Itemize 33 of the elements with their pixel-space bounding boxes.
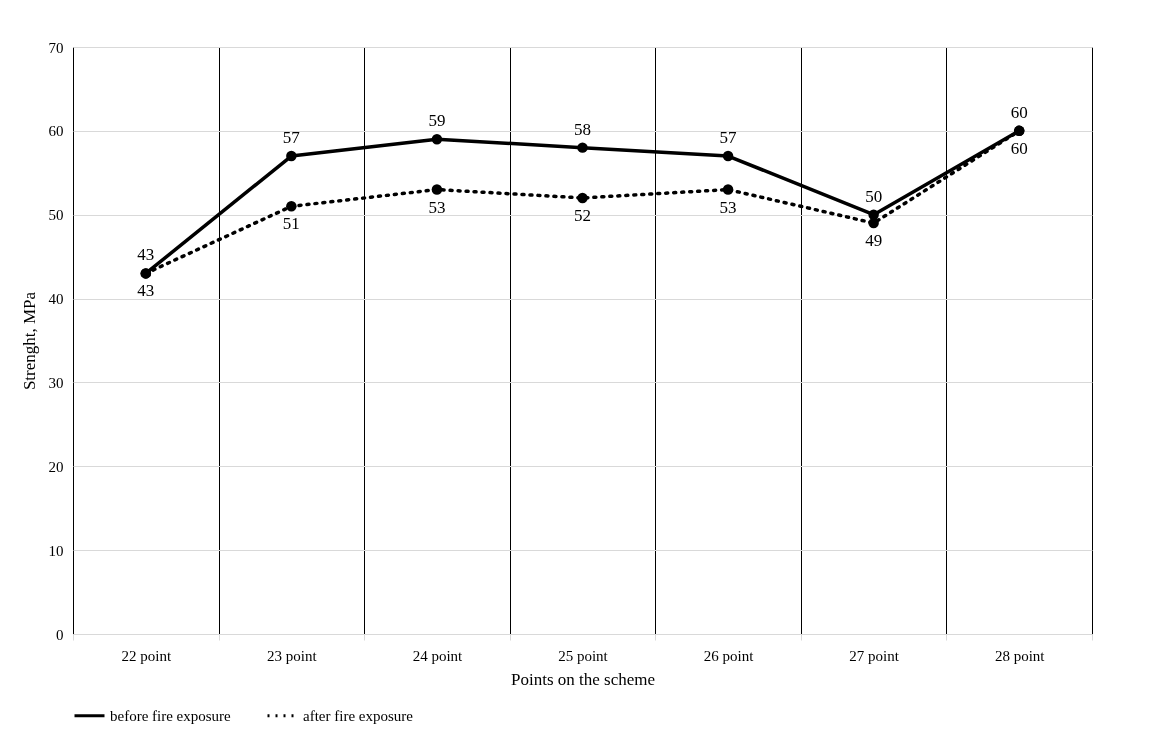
legend-label: after fire exposure: [303, 707, 414, 724]
y-tick-label: 40: [48, 291, 64, 308]
x-tick-label: 25 point: [558, 647, 609, 664]
x-tick-label: 28 point: [994, 647, 1046, 664]
y-tick-label: 30: [48, 374, 64, 391]
data-label: 60: [1010, 138, 1028, 158]
legend-label: before fire exposure: [110, 707, 232, 724]
data-label: 51: [282, 214, 300, 234]
data-label: 52: [574, 205, 591, 225]
data-label: 53: [719, 197, 737, 217]
x-tick-label: 22 point: [121, 647, 172, 664]
y-tick-label: 60: [48, 123, 64, 140]
y-tick-label: 50: [48, 207, 64, 224]
data-label: 57: [719, 128, 738, 148]
data-label: 59: [428, 111, 446, 131]
data-label: 43: [137, 281, 155, 301]
x-tick-label: 27 point: [849, 647, 900, 664]
data-label: 49: [865, 231, 883, 251]
x-axis-title: Points on the scheme: [510, 669, 656, 689]
y-tick-label: 10: [48, 542, 64, 559]
x-tick-label: 23 point: [267, 647, 318, 664]
y-tick-label: 0: [56, 626, 64, 643]
data-label: 57: [282, 128, 301, 148]
data-label: 60: [1010, 102, 1028, 122]
x-tick-label: 24 point: [412, 647, 464, 664]
x-tick-label: 26 point: [703, 647, 755, 664]
data-label: 53: [428, 197, 446, 217]
y-tick-label: 70: [48, 39, 64, 56]
y-tick-label: 20: [48, 458, 64, 475]
y-axis-title: Strenght, MPa: [19, 291, 39, 391]
data-label: 43: [137, 245, 155, 265]
data-label: 50: [865, 186, 883, 206]
data-label: 58: [574, 119, 591, 139]
